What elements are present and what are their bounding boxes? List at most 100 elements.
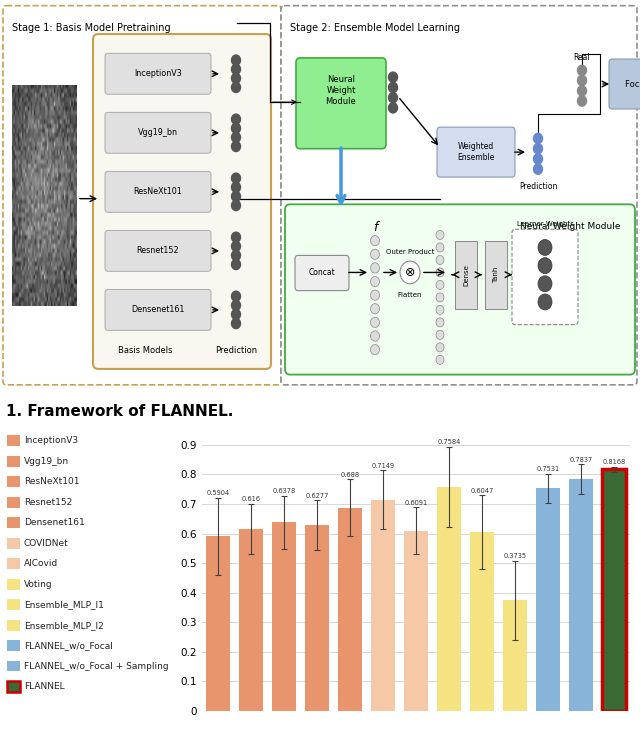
Circle shape bbox=[232, 123, 241, 133]
Circle shape bbox=[232, 232, 241, 242]
Bar bbox=[7, 599, 20, 610]
Circle shape bbox=[371, 276, 380, 286]
Bar bbox=[7, 518, 20, 528]
Circle shape bbox=[371, 290, 380, 300]
Text: Weighted
Ensemble: Weighted Ensemble bbox=[458, 142, 495, 162]
Text: 0.8168: 0.8168 bbox=[602, 459, 625, 465]
FancyBboxPatch shape bbox=[105, 171, 211, 212]
Circle shape bbox=[232, 132, 241, 142]
Bar bbox=[7, 579, 20, 590]
Bar bbox=[239, 529, 263, 711]
Text: 0.7584: 0.7584 bbox=[437, 440, 461, 445]
Circle shape bbox=[577, 86, 586, 96]
Circle shape bbox=[436, 330, 444, 340]
Bar bbox=[7, 558, 20, 569]
Text: Real: Real bbox=[573, 53, 590, 63]
Text: 0.7837: 0.7837 bbox=[570, 457, 593, 463]
Text: 0.7149: 0.7149 bbox=[371, 462, 395, 469]
Circle shape bbox=[436, 230, 444, 240]
Text: Voting: Voting bbox=[24, 580, 52, 589]
Circle shape bbox=[232, 191, 241, 201]
Text: Ensemble_MLP_l2: Ensemble_MLP_l2 bbox=[24, 620, 104, 630]
FancyBboxPatch shape bbox=[281, 6, 637, 385]
Bar bbox=[7, 660, 20, 671]
Bar bbox=[485, 241, 507, 309]
FancyBboxPatch shape bbox=[437, 127, 515, 177]
Text: Stage 2: Ensemble Model Learning: Stage 2: Ensemble Model Learning bbox=[290, 23, 460, 33]
Text: FLANNEL_w/o_Focal: FLANNEL_w/o_Focal bbox=[24, 642, 113, 650]
Circle shape bbox=[436, 281, 444, 289]
Bar bbox=[7, 477, 20, 487]
Circle shape bbox=[538, 257, 552, 273]
Circle shape bbox=[232, 319, 241, 329]
FancyBboxPatch shape bbox=[93, 34, 271, 369]
Text: Ensemble_MLP_l1: Ensemble_MLP_l1 bbox=[24, 600, 104, 609]
Text: Prediction: Prediction bbox=[519, 182, 557, 190]
Circle shape bbox=[232, 241, 241, 252]
Text: FLANNEL: FLANNEL bbox=[24, 682, 65, 691]
Circle shape bbox=[232, 82, 241, 93]
FancyBboxPatch shape bbox=[285, 204, 635, 375]
Circle shape bbox=[538, 276, 552, 292]
Bar bbox=[536, 488, 560, 711]
Circle shape bbox=[371, 345, 380, 355]
Text: Resnet152: Resnet152 bbox=[24, 498, 72, 507]
Circle shape bbox=[436, 355, 444, 364]
Circle shape bbox=[436, 255, 444, 265]
Text: Resnet152: Resnet152 bbox=[137, 246, 179, 255]
Text: Outer Product: Outer Product bbox=[386, 249, 435, 255]
FancyBboxPatch shape bbox=[105, 289, 211, 330]
Circle shape bbox=[371, 249, 380, 260]
Text: 1. Framework of FLANNEL.: 1. Framework of FLANNEL. bbox=[6, 405, 234, 419]
Circle shape bbox=[232, 55, 241, 66]
Circle shape bbox=[534, 164, 543, 174]
Bar bbox=[7, 497, 20, 507]
Bar bbox=[206, 537, 230, 711]
Circle shape bbox=[388, 82, 397, 93]
Text: 0.616: 0.616 bbox=[241, 496, 260, 502]
Bar bbox=[7, 456, 20, 467]
Text: 0.688: 0.688 bbox=[340, 472, 360, 478]
FancyBboxPatch shape bbox=[295, 255, 349, 291]
Text: COVIDNet: COVIDNet bbox=[24, 539, 68, 547]
Bar bbox=[371, 499, 395, 711]
Text: 0.7531: 0.7531 bbox=[536, 466, 559, 472]
Circle shape bbox=[232, 64, 241, 74]
Circle shape bbox=[436, 343, 444, 352]
Text: Learner Weights: Learner Weights bbox=[516, 221, 573, 227]
Circle shape bbox=[388, 72, 397, 82]
Bar bbox=[272, 523, 296, 711]
Circle shape bbox=[232, 260, 241, 270]
Circle shape bbox=[232, 182, 241, 192]
Circle shape bbox=[232, 300, 241, 311]
Text: Vgg19_bn: Vgg19_bn bbox=[24, 457, 69, 466]
Text: 0.3735: 0.3735 bbox=[504, 553, 527, 559]
Text: 0.6378: 0.6378 bbox=[273, 488, 296, 494]
Bar bbox=[455, 241, 477, 309]
Circle shape bbox=[436, 305, 444, 314]
Text: 0.6047: 0.6047 bbox=[470, 488, 493, 494]
Text: Focal Loss: Focal Loss bbox=[625, 79, 640, 88]
Bar bbox=[470, 532, 494, 711]
Circle shape bbox=[534, 144, 543, 154]
Circle shape bbox=[232, 291, 241, 301]
Text: Densenet161: Densenet161 bbox=[24, 518, 84, 527]
Circle shape bbox=[371, 262, 380, 273]
Circle shape bbox=[232, 73, 241, 83]
Bar bbox=[404, 531, 428, 711]
Bar bbox=[7, 538, 20, 548]
Circle shape bbox=[436, 243, 444, 252]
Circle shape bbox=[232, 141, 241, 152]
Circle shape bbox=[538, 294, 552, 310]
Text: InceptionV3: InceptionV3 bbox=[134, 69, 182, 78]
Bar bbox=[7, 620, 20, 631]
Text: 0.5904: 0.5904 bbox=[207, 491, 230, 496]
Text: Vgg19_bn: Vgg19_bn bbox=[138, 128, 178, 137]
Circle shape bbox=[371, 235, 380, 246]
Text: InceptionV3: InceptionV3 bbox=[24, 436, 78, 445]
Text: Basis Models: Basis Models bbox=[118, 346, 172, 355]
Bar bbox=[7, 640, 20, 651]
Text: FLANNEL_w/o_Focal + Sampling: FLANNEL_w/o_Focal + Sampling bbox=[24, 662, 168, 671]
Text: ResNeXt101: ResNeXt101 bbox=[24, 477, 79, 486]
Text: Densenet161: Densenet161 bbox=[131, 305, 185, 314]
